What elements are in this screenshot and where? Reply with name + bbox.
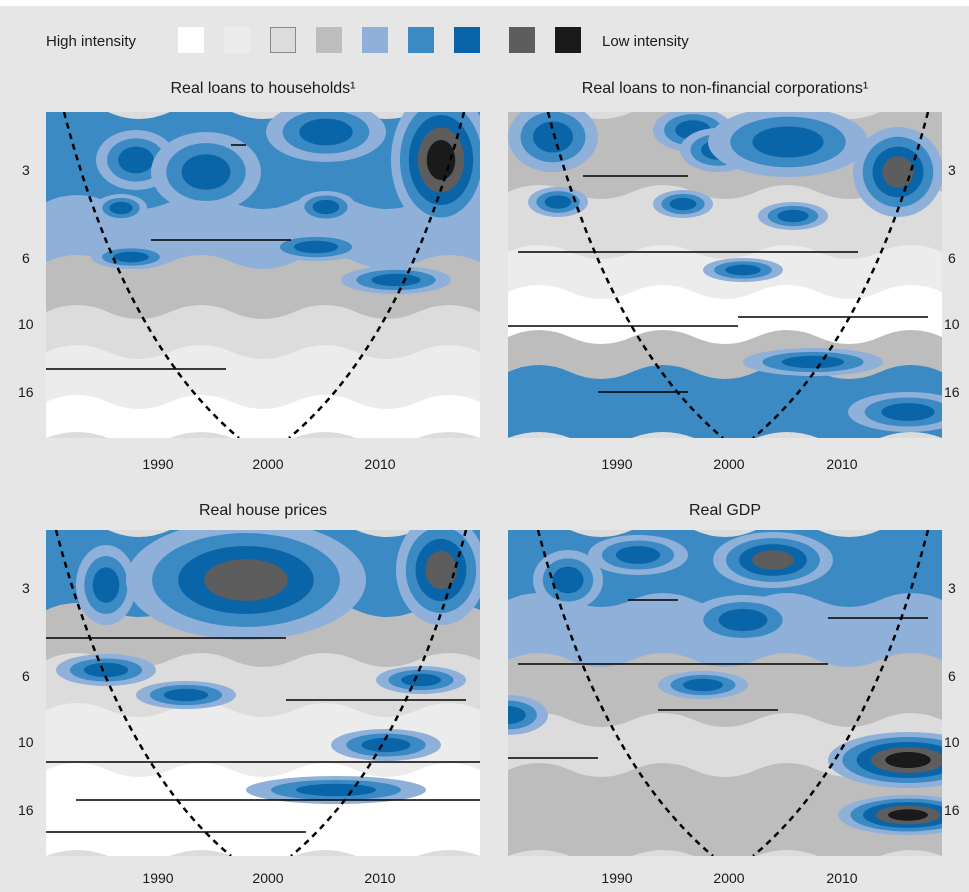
chart-title: Real GDP <box>688 502 762 519</box>
heatmap-panel-gdp <box>508 530 942 856</box>
chart-title: Real loans to non-financial corporations… <box>581 80 869 97</box>
x-tick-label: 2010 <box>364 456 396 472</box>
chart-title: Real house prices <box>198 502 328 519</box>
x-tick-label: 1990 <box>142 870 174 886</box>
heatmap-panel-households <box>46 112 480 438</box>
power-peak <box>683 678 723 692</box>
x-tick-label: 2010 <box>826 870 858 886</box>
y-tick-label: 16 <box>18 802 34 818</box>
power-peak <box>888 809 928 821</box>
heatmap-panel-house-prices <box>46 530 480 856</box>
power-peak <box>83 662 129 678</box>
power-peak <box>181 154 231 190</box>
x-tick-label: 1990 <box>601 870 633 886</box>
legend-swatch-7 <box>454 27 480 53</box>
power-band <box>508 763 942 856</box>
power-peak <box>361 737 411 753</box>
legend-swatch-4 <box>316 27 342 53</box>
x-tick-label: 2010 <box>826 456 858 472</box>
power-peak <box>781 355 845 369</box>
y-tick-label: 6 <box>948 668 956 684</box>
power-peak <box>425 550 457 590</box>
x-tick-label: 2000 <box>252 870 284 886</box>
y-tick-label: 3 <box>22 580 30 596</box>
cone-of-influence <box>546 112 724 438</box>
power-peak <box>163 688 209 702</box>
power-peak <box>552 566 584 594</box>
power-peak <box>293 240 339 254</box>
x-tick-label: 2000 <box>252 456 284 472</box>
y-tick-label: 16 <box>18 384 34 400</box>
power-peak <box>752 550 794 570</box>
power-peak <box>113 251 149 263</box>
power-peak <box>882 156 914 188</box>
power-peak <box>881 403 935 421</box>
power-peak <box>885 752 931 768</box>
y-tick-label: 6 <box>22 250 30 266</box>
legend-low-label: Low intensity <box>602 33 689 50</box>
power-peak <box>533 121 573 153</box>
power-peak <box>615 546 661 564</box>
y-tick-label: 3 <box>948 162 956 178</box>
legend-swatch-6 <box>408 27 434 53</box>
legend-swatch-1 <box>178 27 204 53</box>
power-peak <box>312 199 340 215</box>
y-tick-label: 3 <box>22 162 30 178</box>
power-peak <box>718 608 768 632</box>
legend-swatch-5 <box>362 27 388 53</box>
power-peak <box>92 567 120 603</box>
power-peak <box>752 126 824 158</box>
y-tick-label: 16 <box>944 384 960 400</box>
power-peak <box>777 209 809 223</box>
intensity-legend: High intensity Low intensity <box>0 26 969 56</box>
power-peak <box>296 783 376 797</box>
x-tick-label: 2010 <box>364 870 396 886</box>
power-peak <box>544 195 572 209</box>
cone-of-influence <box>62 112 240 438</box>
chart-title: Real loans to households¹ <box>170 80 356 97</box>
power-band <box>46 703 480 786</box>
power-peak <box>109 201 133 215</box>
y-tick-label: 10 <box>944 734 960 750</box>
y-tick-label: 16 <box>944 802 960 818</box>
y-tick-label: 6 <box>22 668 30 684</box>
cone-of-influence <box>752 112 930 438</box>
legend-swatch-9 <box>555 27 581 53</box>
heatmap-panel-corporations <box>508 112 942 438</box>
power-peak <box>401 673 441 687</box>
power-band <box>46 345 480 418</box>
power-band <box>508 365 942 438</box>
power-band <box>508 185 942 278</box>
power-peak <box>299 118 353 146</box>
x-tick-label: 1990 <box>142 456 174 472</box>
power-peak <box>204 559 288 601</box>
power-band <box>508 653 942 746</box>
power-peak <box>118 146 154 174</box>
y-tick-label: 10 <box>18 734 34 750</box>
power-peak <box>725 264 761 276</box>
x-tick-label: 1990 <box>601 456 633 472</box>
y-tick-label: 3 <box>948 580 956 596</box>
y-tick-label: 6 <box>948 250 956 266</box>
x-tick-label: 2000 <box>713 870 745 886</box>
cone-of-influence <box>536 530 714 856</box>
cone-of-influence <box>54 530 232 856</box>
power-peak <box>669 197 697 211</box>
power-band <box>46 395 480 438</box>
cone-of-influence <box>288 112 466 438</box>
top-border <box>0 0 969 6</box>
legend-swatch-3 <box>270 27 296 53</box>
legend-swatch-2 <box>224 27 250 53</box>
y-tick-label: 10 <box>18 316 34 332</box>
legend-swatch-8 <box>509 27 535 53</box>
power-peak <box>371 273 421 287</box>
power-peak <box>508 706 526 724</box>
cone-of-influence <box>290 530 468 856</box>
legend-high-label: High intensity <box>46 33 137 50</box>
y-tick-label: 10 <box>944 316 960 332</box>
x-tick-label: 2000 <box>713 456 745 472</box>
cone-of-influence <box>752 530 930 856</box>
